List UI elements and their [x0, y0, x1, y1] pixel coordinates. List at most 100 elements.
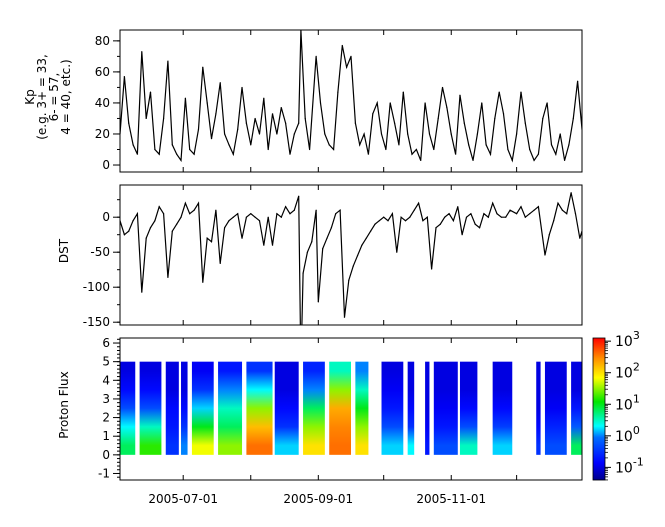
- data-point: [352, 265, 354, 267]
- data-point: [407, 133, 409, 135]
- colorbar-swatch: [593, 435, 605, 437]
- x-axis-labels: 2005-07-01 2005-09-01 2005-11-01: [148, 492, 486, 506]
- colorbar-swatch: [593, 415, 605, 417]
- colorbar-swatch: [593, 456, 605, 458]
- colorbar-swatch: [593, 368, 605, 370]
- data-point: [293, 133, 295, 135]
- data-point: [189, 148, 191, 151]
- colorbar-swatch: [593, 382, 605, 384]
- colorbar-swatch: [593, 428, 605, 430]
- colorbar-swatch: [593, 430, 605, 432]
- colorbar-swatch: [593, 457, 605, 459]
- y-tick-label: 4: [102, 373, 110, 387]
- colorbar-swatch: [593, 373, 605, 375]
- data-point: [224, 227, 226, 229]
- data-point: [184, 202, 186, 204]
- data-point: [267, 148, 269, 151]
- colorbar-swatch: [593, 470, 605, 472]
- colorbar-swatch: [593, 424, 605, 426]
- data-point: [354, 122, 356, 124]
- data-point: [245, 122, 247, 124]
- colorbar-swatch: [593, 423, 605, 425]
- data-point: [478, 227, 481, 229]
- colorbar-swatch: [593, 407, 605, 409]
- data-point: [492, 202, 494, 204]
- data-point: [579, 237, 581, 239]
- colorbar-swatch: [593, 351, 605, 353]
- data-point: [158, 206, 160, 208]
- colorbar-swatch: [593, 404, 605, 406]
- y-tick-label: 5: [102, 355, 110, 369]
- data-point: [524, 216, 526, 218]
- data-point: [533, 209, 535, 211]
- y-axis-label: DST: [57, 238, 71, 263]
- data-point: [452, 220, 455, 222]
- y-tick-label: 6: [102, 336, 110, 350]
- colorbar-swatch: [593, 475, 605, 477]
- colorbar-swatch: [593, 396, 605, 398]
- kp-panel: 0 20 40 60 80 Kp(e.g. 3+ = 33,6- = 57,4 = 40,…: [23, 29, 583, 173]
- data-point: [507, 148, 509, 151]
- data-point: [219, 82, 221, 84]
- data-point: [339, 209, 341, 211]
- colorbar-swatch: [593, 431, 605, 433]
- data-point: [529, 148, 531, 151]
- colorbar-swatch: [593, 447, 605, 449]
- dst-series-line: [120, 192, 582, 325]
- data-point: [557, 202, 559, 204]
- flux-segment: [407, 361, 415, 455]
- data-point: [171, 230, 173, 232]
- colorbar-swatch: [593, 367, 605, 369]
- data-point: [141, 291, 143, 293]
- y-tick-label: 20: [95, 127, 110, 141]
- data-point: [383, 216, 385, 218]
- y-tick-label: -150: [83, 315, 110, 329]
- flux-segment: [433, 361, 458, 455]
- colorbar-swatch: [593, 478, 605, 480]
- data-point: [337, 91, 339, 93]
- colorbar-swatch: [593, 442, 605, 444]
- data-point: [481, 102, 483, 104]
- data-point: [343, 316, 346, 318]
- colorbar-swatch: [593, 357, 605, 359]
- data-point: [509, 209, 511, 211]
- colorbar-swatch: [593, 461, 605, 463]
- flux-segment: [165, 361, 179, 455]
- data-point: [202, 281, 204, 283]
- data-point: [470, 213, 472, 215]
- data-point: [393, 122, 396, 124]
- plot-area: [120, 30, 582, 163]
- colorbar-swatch: [593, 385, 605, 387]
- data-point: [498, 91, 500, 93]
- data-point: [422, 220, 424, 222]
- data-point: [141, 51, 143, 53]
- data-point: [359, 144, 361, 146]
- data-point: [193, 209, 195, 211]
- data-point: [505, 216, 507, 218]
- data-point: [472, 159, 474, 161]
- data-point: [167, 276, 169, 278]
- data-point: [162, 213, 165, 215]
- data-point: [487, 216, 489, 218]
- data-point: [289, 153, 291, 155]
- data-point: [572, 117, 574, 120]
- data-point: [566, 213, 568, 215]
- data-point: [215, 209, 217, 211]
- colorbar-swatch: [593, 454, 605, 456]
- colorbar-swatch: [593, 462, 605, 464]
- colorbar-swatch: [593, 355, 605, 357]
- data-point: [171, 144, 173, 146]
- colorbar-swatch: [593, 438, 605, 440]
- colorbar-tick-label: 102: [615, 361, 640, 382]
- colorbar-swatch: [593, 413, 605, 415]
- data-point: [529, 213, 531, 215]
- colorbar-swatch: [593, 425, 605, 427]
- data-point: [378, 220, 380, 222]
- y-tick-label: 2: [102, 411, 110, 425]
- colorbar-swatch: [593, 392, 605, 394]
- colorbar-swatch: [593, 376, 605, 378]
- data-point: [370, 230, 372, 232]
- colorbar-swatch: [593, 440, 605, 442]
- colorbar-swatch: [593, 374, 605, 376]
- colorbar-swatch: [593, 395, 605, 397]
